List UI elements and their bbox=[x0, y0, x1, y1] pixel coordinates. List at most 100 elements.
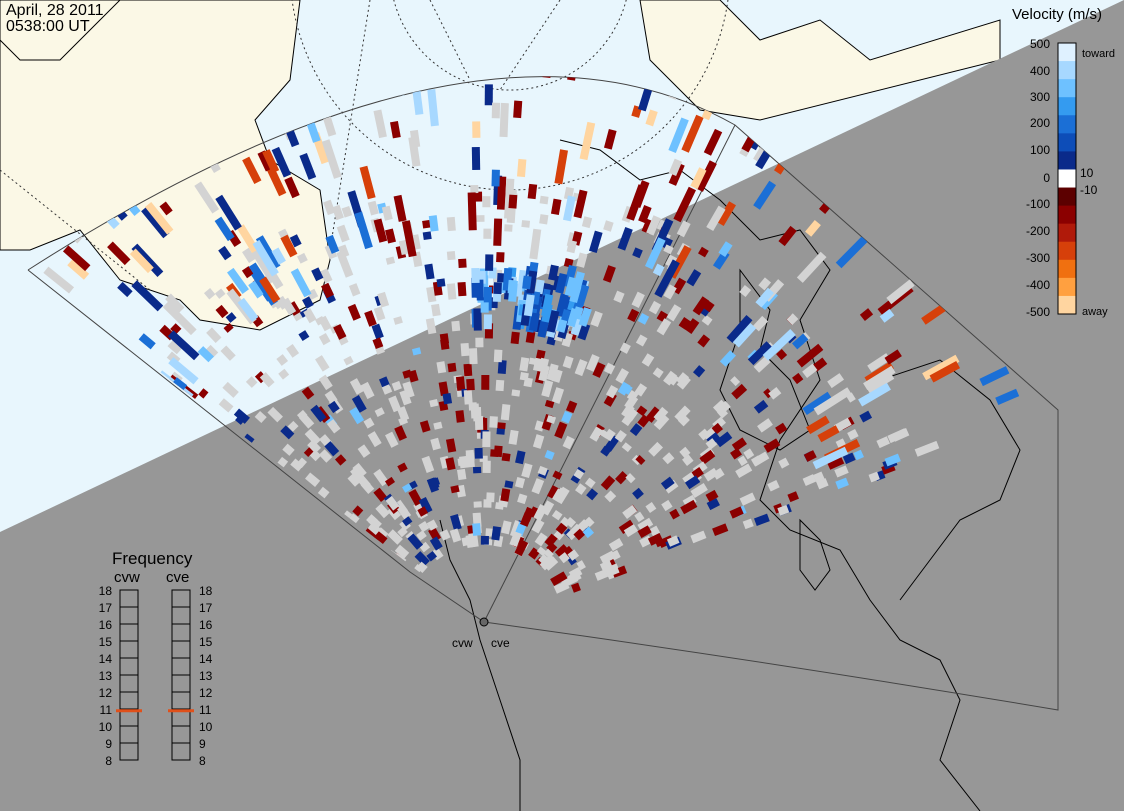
velocity-cell bbox=[706, 205, 726, 232]
velocity-cell bbox=[803, 450, 817, 462]
velocity-cell bbox=[430, 437, 441, 451]
velocity-cell bbox=[534, 279, 545, 295]
velocity-cell bbox=[584, 516, 595, 528]
velocity-cell bbox=[686, 269, 702, 287]
colorbar-segment bbox=[1058, 79, 1076, 98]
velocity-cell bbox=[500, 404, 511, 421]
colorbar-segment bbox=[1058, 133, 1076, 152]
velocity-cell bbox=[805, 220, 821, 237]
velocity-cell bbox=[802, 391, 832, 416]
velocity-cell bbox=[439, 333, 450, 345]
velocity-cell bbox=[775, 422, 788, 435]
velocity-cell bbox=[483, 228, 492, 239]
velocity-cell bbox=[666, 304, 682, 322]
velocity-cell bbox=[381, 384, 393, 395]
velocity-cell bbox=[284, 176, 300, 199]
velocity-cell bbox=[425, 317, 437, 335]
velocity-cell bbox=[806, 415, 830, 435]
velocity-cell bbox=[681, 114, 704, 153]
velocity-cell bbox=[422, 219, 432, 229]
velocity-cell bbox=[743, 448, 755, 460]
velocity-cell bbox=[706, 498, 720, 511]
frequency-tick-label: 14 bbox=[99, 652, 113, 666]
velocity-cell bbox=[493, 218, 503, 246]
velocity-cell bbox=[481, 374, 490, 390]
velocity-cell bbox=[603, 128, 617, 150]
velocity-cell bbox=[500, 488, 511, 502]
velocity-cell bbox=[220, 345, 236, 361]
velocity-cell bbox=[842, 452, 856, 465]
velocity-cell bbox=[755, 287, 774, 308]
velocity-cell bbox=[603, 220, 614, 232]
velocity-cell bbox=[218, 398, 234, 413]
velocity-cell bbox=[718, 241, 733, 257]
velocity-cell bbox=[429, 536, 443, 551]
velocity-cell bbox=[373, 468, 389, 487]
velocity-cell bbox=[225, 312, 237, 323]
velocity-cell bbox=[324, 243, 338, 260]
velocity-cell bbox=[131, 243, 164, 277]
velocity-cell bbox=[786, 313, 799, 326]
velocity-cell bbox=[576, 560, 586, 571]
velocity-cell bbox=[303, 308, 317, 324]
velocity-cell bbox=[335, 454, 347, 466]
velocity-cell bbox=[621, 403, 635, 419]
velocity-cell bbox=[608, 538, 624, 552]
velocity-cell bbox=[476, 215, 485, 222]
velocity-cell bbox=[552, 470, 563, 480]
velocity-cell bbox=[470, 403, 480, 419]
colorbar-tick-label: 200 bbox=[1030, 116, 1050, 130]
velocity-cell bbox=[712, 399, 727, 414]
velocity-cell bbox=[318, 374, 333, 391]
velocity-cell bbox=[206, 327, 222, 343]
velocity-cell bbox=[497, 273, 506, 283]
velocity-cell bbox=[336, 224, 350, 243]
velocity-cell bbox=[622, 504, 638, 519]
colorbar-tick-label: 400 bbox=[1030, 64, 1050, 78]
velocity-cell bbox=[826, 456, 845, 470]
velocity-cell bbox=[802, 474, 817, 487]
velocity-cell bbox=[375, 503, 390, 519]
velocity-cell bbox=[411, 347, 422, 356]
velocity-cell bbox=[325, 234, 340, 254]
velocity-cell bbox=[255, 235, 281, 270]
velocity-cell bbox=[501, 452, 511, 462]
velocity-cell bbox=[235, 413, 246, 425]
velocity-cell bbox=[222, 381, 239, 398]
velocity-cell bbox=[461, 536, 471, 547]
velocity-cell bbox=[466, 378, 475, 391]
velocity-cell bbox=[546, 542, 558, 554]
velocity-cell bbox=[567, 571, 582, 584]
velocity-cell bbox=[796, 343, 824, 368]
velocity-cell bbox=[680, 499, 698, 515]
velocity-cell bbox=[554, 421, 568, 439]
velocity-cell bbox=[691, 467, 704, 479]
velocity-cell bbox=[483, 314, 492, 330]
frequency-tick-label: 17 bbox=[99, 601, 113, 615]
colorbar-segment bbox=[1058, 61, 1076, 80]
velocity-cell bbox=[637, 525, 652, 539]
velocity-cell bbox=[489, 416, 498, 428]
velocity-cell bbox=[519, 357, 530, 372]
colorbar-segment bbox=[1058, 277, 1076, 297]
velocity-cell bbox=[424, 263, 435, 280]
velocity-cell bbox=[539, 195, 549, 205]
velocity-colorbar: 500400300200100100-10-100-200-300-400-50… bbox=[1026, 37, 1115, 319]
velocity-cell bbox=[363, 417, 375, 429]
velocity-cell bbox=[490, 449, 499, 457]
velocity-cell bbox=[661, 499, 673, 512]
velocity-cell bbox=[621, 442, 632, 453]
colorbar-segment bbox=[1058, 115, 1076, 134]
velocity-cell bbox=[471, 267, 480, 284]
velocity-cell bbox=[514, 476, 526, 489]
velocity-cell bbox=[445, 457, 456, 471]
velocity-cell bbox=[550, 571, 568, 587]
frequency-tick-label: 16 bbox=[99, 618, 113, 632]
velocity-cell bbox=[646, 215, 661, 236]
velocity-cell bbox=[711, 422, 723, 435]
velocity-cell bbox=[528, 312, 540, 332]
velocity-cell bbox=[645, 237, 666, 270]
velocity-cell bbox=[623, 524, 639, 538]
velocity-cell bbox=[426, 550, 438, 562]
